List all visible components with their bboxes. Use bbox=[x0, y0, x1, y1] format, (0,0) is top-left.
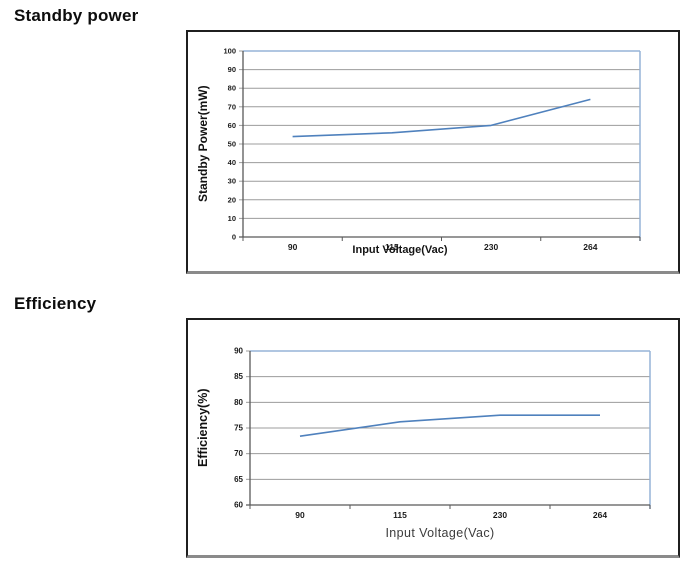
standby-power-y-axis-title: Standby Power(mW) bbox=[196, 85, 210, 203]
efficiency-chart-frame: 60 65 70 75 80 85 90 90 115 230 264 Efficiency(%) … bbox=[186, 318, 680, 558]
y-tick-label: 75 bbox=[234, 424, 243, 433]
y-tick-label: 80 bbox=[228, 84, 236, 93]
y-tick-label: 60 bbox=[234, 501, 243, 510]
y-tick-label: 80 bbox=[234, 398, 243, 407]
y-tick-label: 70 bbox=[234, 449, 243, 458]
standby-power-heading: Standby power bbox=[14, 6, 139, 25]
data-line bbox=[292, 98, 591, 138]
y-tick-label: 30 bbox=[228, 177, 236, 186]
x-tick-label: 264 bbox=[583, 242, 597, 252]
y-tick-label: 60 bbox=[228, 121, 236, 130]
y-tick-label: 90 bbox=[234, 347, 243, 356]
x-tick-label: 264 bbox=[593, 510, 607, 520]
y-tick-label: 90 bbox=[228, 65, 236, 74]
y-tick-label: 100 bbox=[223, 47, 236, 56]
y-tick-label: 0 bbox=[232, 233, 236, 242]
x-tick-label: 230 bbox=[493, 510, 507, 520]
x-tick-label: 90 bbox=[295, 510, 305, 520]
y-tick-label: 65 bbox=[234, 475, 243, 484]
y-tick-label: 20 bbox=[228, 195, 236, 204]
efficiency-heading: Efficiency bbox=[14, 294, 97, 313]
x-tick-label: 90 bbox=[288, 242, 298, 252]
y-tick-label: 40 bbox=[228, 158, 236, 167]
x-tick-label: 115 bbox=[393, 510, 407, 520]
standby-power-chart: 0 10 20 30 40 50 60 70 80 90 100 90 115 230 264 bbox=[223, 47, 641, 252]
y-tick-label: 70 bbox=[228, 102, 236, 111]
y-tick-label: 85 bbox=[234, 372, 243, 381]
efficiency-y-axis-title: Efficiency(%) bbox=[196, 388, 210, 468]
standby-power-x-axis-title: Input Voltage(Vac) bbox=[352, 244, 448, 256]
y-tick-label: 50 bbox=[228, 140, 236, 149]
data-line bbox=[299, 414, 600, 437]
efficiency-x-axis-title: Input Voltage(Vac) bbox=[385, 526, 495, 540]
y-tick-label: 10 bbox=[228, 214, 236, 223]
x-tick-label: 230 bbox=[484, 242, 498, 252]
x-tick-label: 115 bbox=[385, 242, 399, 252]
standby-power-chart-frame: 0 10 20 30 40 50 60 70 80 90 100 90 115 230 264 Standb… bbox=[186, 30, 680, 274]
efficiency-chart: 60 65 70 75 80 85 90 90 115 230 264 bbox=[234, 347, 651, 520]
